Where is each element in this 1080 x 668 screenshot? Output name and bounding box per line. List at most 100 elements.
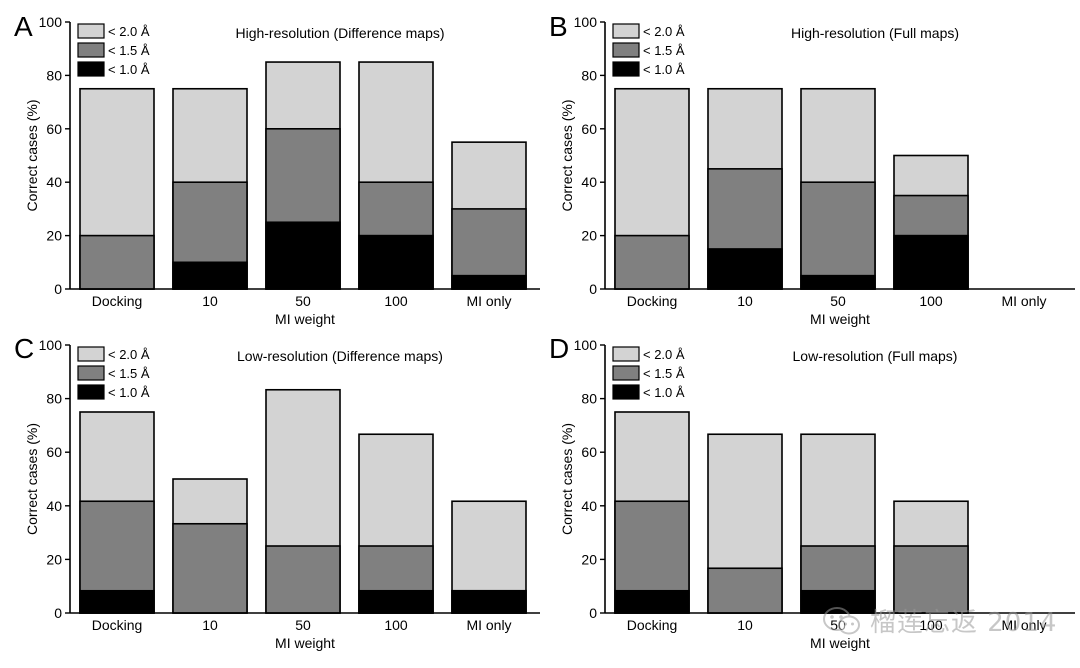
y-tick-label: 80 bbox=[581, 67, 597, 83]
x-tick-label: 10 bbox=[737, 617, 753, 633]
bar-lt15 bbox=[614, 234, 690, 290]
legend-label: < 1.0 Å bbox=[643, 62, 685, 77]
x-tick-label: Docking bbox=[92, 617, 143, 633]
bar-lt1 bbox=[893, 234, 969, 290]
y-axis-label: Correct cases (%) bbox=[24, 99, 40, 211]
bar-lt1 bbox=[358, 234, 434, 290]
y-tick-label: 80 bbox=[46, 67, 62, 83]
x-tick-label: MI only bbox=[466, 293, 511, 309]
watermark: 榴莲忘返 2014 bbox=[822, 602, 1057, 639]
y-tick-label: 40 bbox=[46, 498, 62, 514]
legend-swatch-lt2 bbox=[77, 346, 105, 362]
legend-swatch-lt2 bbox=[612, 23, 640, 39]
y-tick-label: 80 bbox=[581, 391, 597, 407]
bar-lt15 bbox=[265, 545, 341, 614]
legend-swatch-lt15 bbox=[77, 42, 105, 58]
panel-b: B High-resolution (Full maps) Docking 10 50 1… bbox=[549, 11, 1075, 327]
y-axis-label: Correct cases (%) bbox=[559, 423, 575, 535]
x-axis-label: MI weight bbox=[275, 311, 335, 327]
bar-lt1 bbox=[79, 589, 155, 614]
panel-label: B bbox=[549, 11, 568, 42]
legend-label: < 1.5 Å bbox=[643, 43, 685, 58]
bar-lt15 bbox=[79, 234, 155, 290]
y-tick-label: 100 bbox=[39, 14, 63, 30]
y-tick-label: 20 bbox=[46, 228, 62, 244]
y-tick-label: 20 bbox=[581, 228, 597, 244]
x-tick-label: 100 bbox=[919, 617, 943, 633]
x-tick-label: 50 bbox=[830, 293, 846, 309]
chart-title: Low-resolution (Difference maps) bbox=[237, 348, 443, 364]
x-tick-label: 100 bbox=[384, 617, 408, 633]
y-tick-label: 40 bbox=[581, 174, 597, 190]
y-tick-label: 60 bbox=[46, 444, 62, 460]
panel-label: C bbox=[14, 333, 34, 364]
legend-swatch-lt15 bbox=[612, 365, 640, 381]
legend-label: < 1.0 Å bbox=[643, 385, 685, 400]
y-axis-label: Correct cases (%) bbox=[559, 99, 575, 211]
legend-label: < 1.0 Å bbox=[108, 62, 150, 77]
y-axis-label: Correct cases (%) bbox=[24, 423, 40, 535]
bar-lt15 bbox=[800, 181, 876, 290]
bar-lt1 bbox=[800, 274, 876, 290]
bar-lt1 bbox=[172, 261, 248, 290]
legend-swatch-lt15 bbox=[77, 365, 105, 381]
legend-swatch-lt15 bbox=[612, 42, 640, 58]
x-axis-label: MI weight bbox=[275, 635, 335, 651]
legend-label: < 1.5 Å bbox=[108, 366, 150, 381]
y-tick-label: 0 bbox=[54, 605, 62, 621]
legend-label: < 1.5 Å bbox=[108, 43, 150, 58]
bar-lt15 bbox=[172, 522, 248, 614]
chart-title: High-resolution (Full maps) bbox=[791, 25, 959, 41]
legend-label: < 2.0 Å bbox=[108, 24, 150, 39]
y-tick-label: 40 bbox=[581, 498, 597, 514]
chart-title: Low-resolution (Full maps) bbox=[793, 348, 958, 364]
bar-lt15 bbox=[893, 545, 969, 614]
x-axis-label: MI weight bbox=[810, 311, 870, 327]
panel-a: A High-resolution (Difference maps) Dockin… bbox=[14, 11, 540, 327]
bar-lt1 bbox=[451, 589, 527, 614]
x-tick-label: 10 bbox=[202, 293, 218, 309]
x-tick-label: MI only bbox=[1001, 293, 1046, 309]
y-tick-label: 0 bbox=[589, 281, 597, 297]
x-tick-label: 50 bbox=[295, 293, 311, 309]
bar-lt1 bbox=[451, 274, 527, 290]
y-tick-label: 0 bbox=[54, 281, 62, 297]
panel-label: D bbox=[549, 333, 569, 364]
wechat-icon bbox=[823, 606, 860, 634]
x-tick-label: 50 bbox=[295, 617, 311, 633]
y-tick-label: 60 bbox=[46, 121, 62, 137]
bar-lt1 bbox=[358, 589, 434, 614]
x-tick-label: 100 bbox=[384, 293, 408, 309]
y-tick-label: 80 bbox=[46, 391, 62, 407]
y-tick-label: 20 bbox=[581, 551, 597, 567]
x-tick-label: 10 bbox=[737, 293, 753, 309]
legend-swatch-lt2 bbox=[612, 346, 640, 362]
y-tick-label: 0 bbox=[589, 605, 597, 621]
y-tick-label: 100 bbox=[39, 337, 63, 353]
y-tick-label: 60 bbox=[581, 121, 597, 137]
x-tick-label: MI only bbox=[1001, 617, 1046, 633]
bar-lt1 bbox=[707, 248, 783, 290]
y-tick-label: 100 bbox=[574, 14, 598, 30]
legend-label: < 1.0 Å bbox=[108, 385, 150, 400]
x-tick-label: Docking bbox=[627, 293, 678, 309]
bar-lt1 bbox=[614, 589, 690, 614]
y-tick-label: 100 bbox=[574, 337, 598, 353]
legend-swatch-lt2 bbox=[77, 23, 105, 39]
legend-swatch-lt1 bbox=[77, 61, 105, 77]
x-tick-label: 10 bbox=[202, 617, 218, 633]
panel-c: C Low-resolution (Difference maps) Docking… bbox=[14, 333, 540, 651]
legend-label: < 2.0 Å bbox=[108, 347, 150, 362]
legend-swatch-lt1 bbox=[77, 384, 105, 400]
x-tick-label: Docking bbox=[627, 617, 678, 633]
legend-swatch-lt1 bbox=[612, 384, 640, 400]
legend-label: < 2.0 Å bbox=[643, 24, 685, 39]
y-tick-label: 20 bbox=[46, 551, 62, 567]
watermark-text: 榴莲忘返 2014 bbox=[870, 608, 1058, 638]
legend-label: < 1.5 Å bbox=[643, 366, 685, 381]
x-tick-label: Docking bbox=[92, 293, 143, 309]
y-tick-label: 60 bbox=[581, 444, 597, 460]
x-tick-label: 100 bbox=[919, 293, 943, 309]
bar-lt1 bbox=[265, 221, 341, 290]
